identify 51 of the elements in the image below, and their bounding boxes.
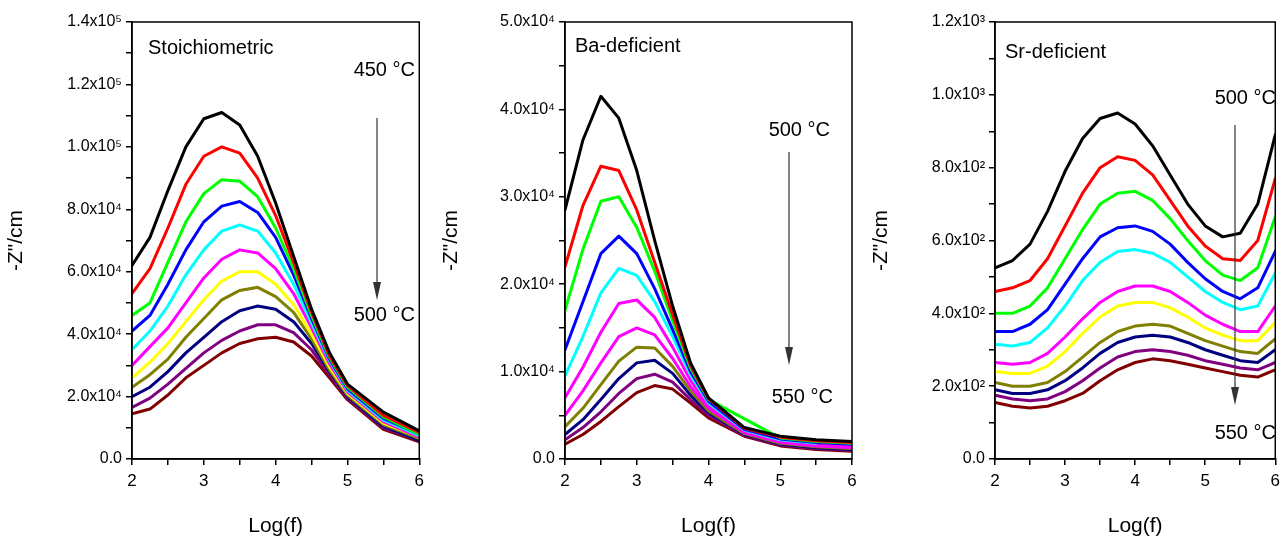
annotation: 550 °C (771, 384, 833, 407)
y-tick-label: 6.0x10² (931, 230, 986, 248)
text: Sr-deficient (1005, 39, 1107, 62)
x-tick-label: 2 (560, 470, 570, 490)
annotation: 500 °C (353, 302, 415, 325)
y-tick-label: 3.0x10⁴ (500, 187, 556, 205)
text: Stoichiometric (148, 35, 274, 58)
y-tick-label: 8.0x10² (931, 158, 986, 176)
annotation: 500 °C (768, 117, 830, 140)
annotation: 500 °C (1214, 85, 1276, 108)
y-tick-label: 8.0x10⁴ (67, 199, 123, 217)
y-axis-title: -Z"/cm (438, 209, 462, 272)
x-tick-label: 6 (414, 470, 425, 490)
y-tick-label: 0.0 (532, 449, 556, 467)
y-tick-label: 2.0x10⁴ (500, 274, 556, 292)
y-tick-label: 1.2x10⁵ (67, 74, 122, 92)
y-tick-label: 4.0x10⁴ (67, 324, 123, 342)
y-tick-label: 1.2x10³ (931, 12, 986, 30)
x-axis-title: Log(f) (681, 513, 736, 537)
y-tick-label: 0.0 (962, 449, 986, 467)
x-tick-label: 6 (1270, 470, 1281, 490)
y-tick-label: 1.0x10³ (931, 85, 986, 103)
y-tick-label: 2.0x10² (931, 376, 986, 394)
x-tick-label: 4 (270, 470, 281, 490)
y-tick-label: 4.0x10² (931, 303, 986, 321)
x-axis-title: Log(f) (248, 513, 304, 537)
text: Ba-deficient (575, 33, 682, 56)
y-tick-label: 1.4x10⁵ (67, 12, 122, 30)
x-axis-title: Log(f) (1107, 513, 1163, 537)
x-tick-label: 5 (342, 470, 353, 490)
y-tick-label: 1.0x10⁵ (67, 137, 122, 155)
x-tick-label: 2 (990, 470, 1000, 490)
x-tick-label: 5 (1200, 470, 1210, 490)
annotation: 450 °C (353, 57, 415, 80)
y-tick-label: 0.0 (99, 449, 123, 467)
x-tick-label: 3 (632, 470, 642, 490)
x-tick-label: 4 (703, 470, 714, 490)
y-axis-title: -Z"/cm (868, 209, 892, 272)
x-tick-label: 4 (1130, 470, 1140, 490)
y-tick-label: 2.0x10⁴ (67, 386, 123, 404)
y-tick-label: 1.0x10⁴ (500, 362, 556, 380)
y-tick-label: 5.0x10⁴ (500, 12, 556, 30)
x-tick-label: 3 (1060, 470, 1070, 490)
y-axis-title: -Z"/cm (3, 209, 27, 272)
x-tick-label: 3 (199, 470, 209, 490)
y-tick-label: 6.0x10⁴ (67, 262, 123, 280)
x-tick-label: 2 (127, 470, 137, 490)
annotation: 550 °C (1214, 420, 1276, 443)
x-tick-label: 5 (775, 470, 785, 490)
y-tick-label: 4.0x10⁴ (500, 99, 556, 117)
x-tick-label: 6 (847, 470, 857, 490)
